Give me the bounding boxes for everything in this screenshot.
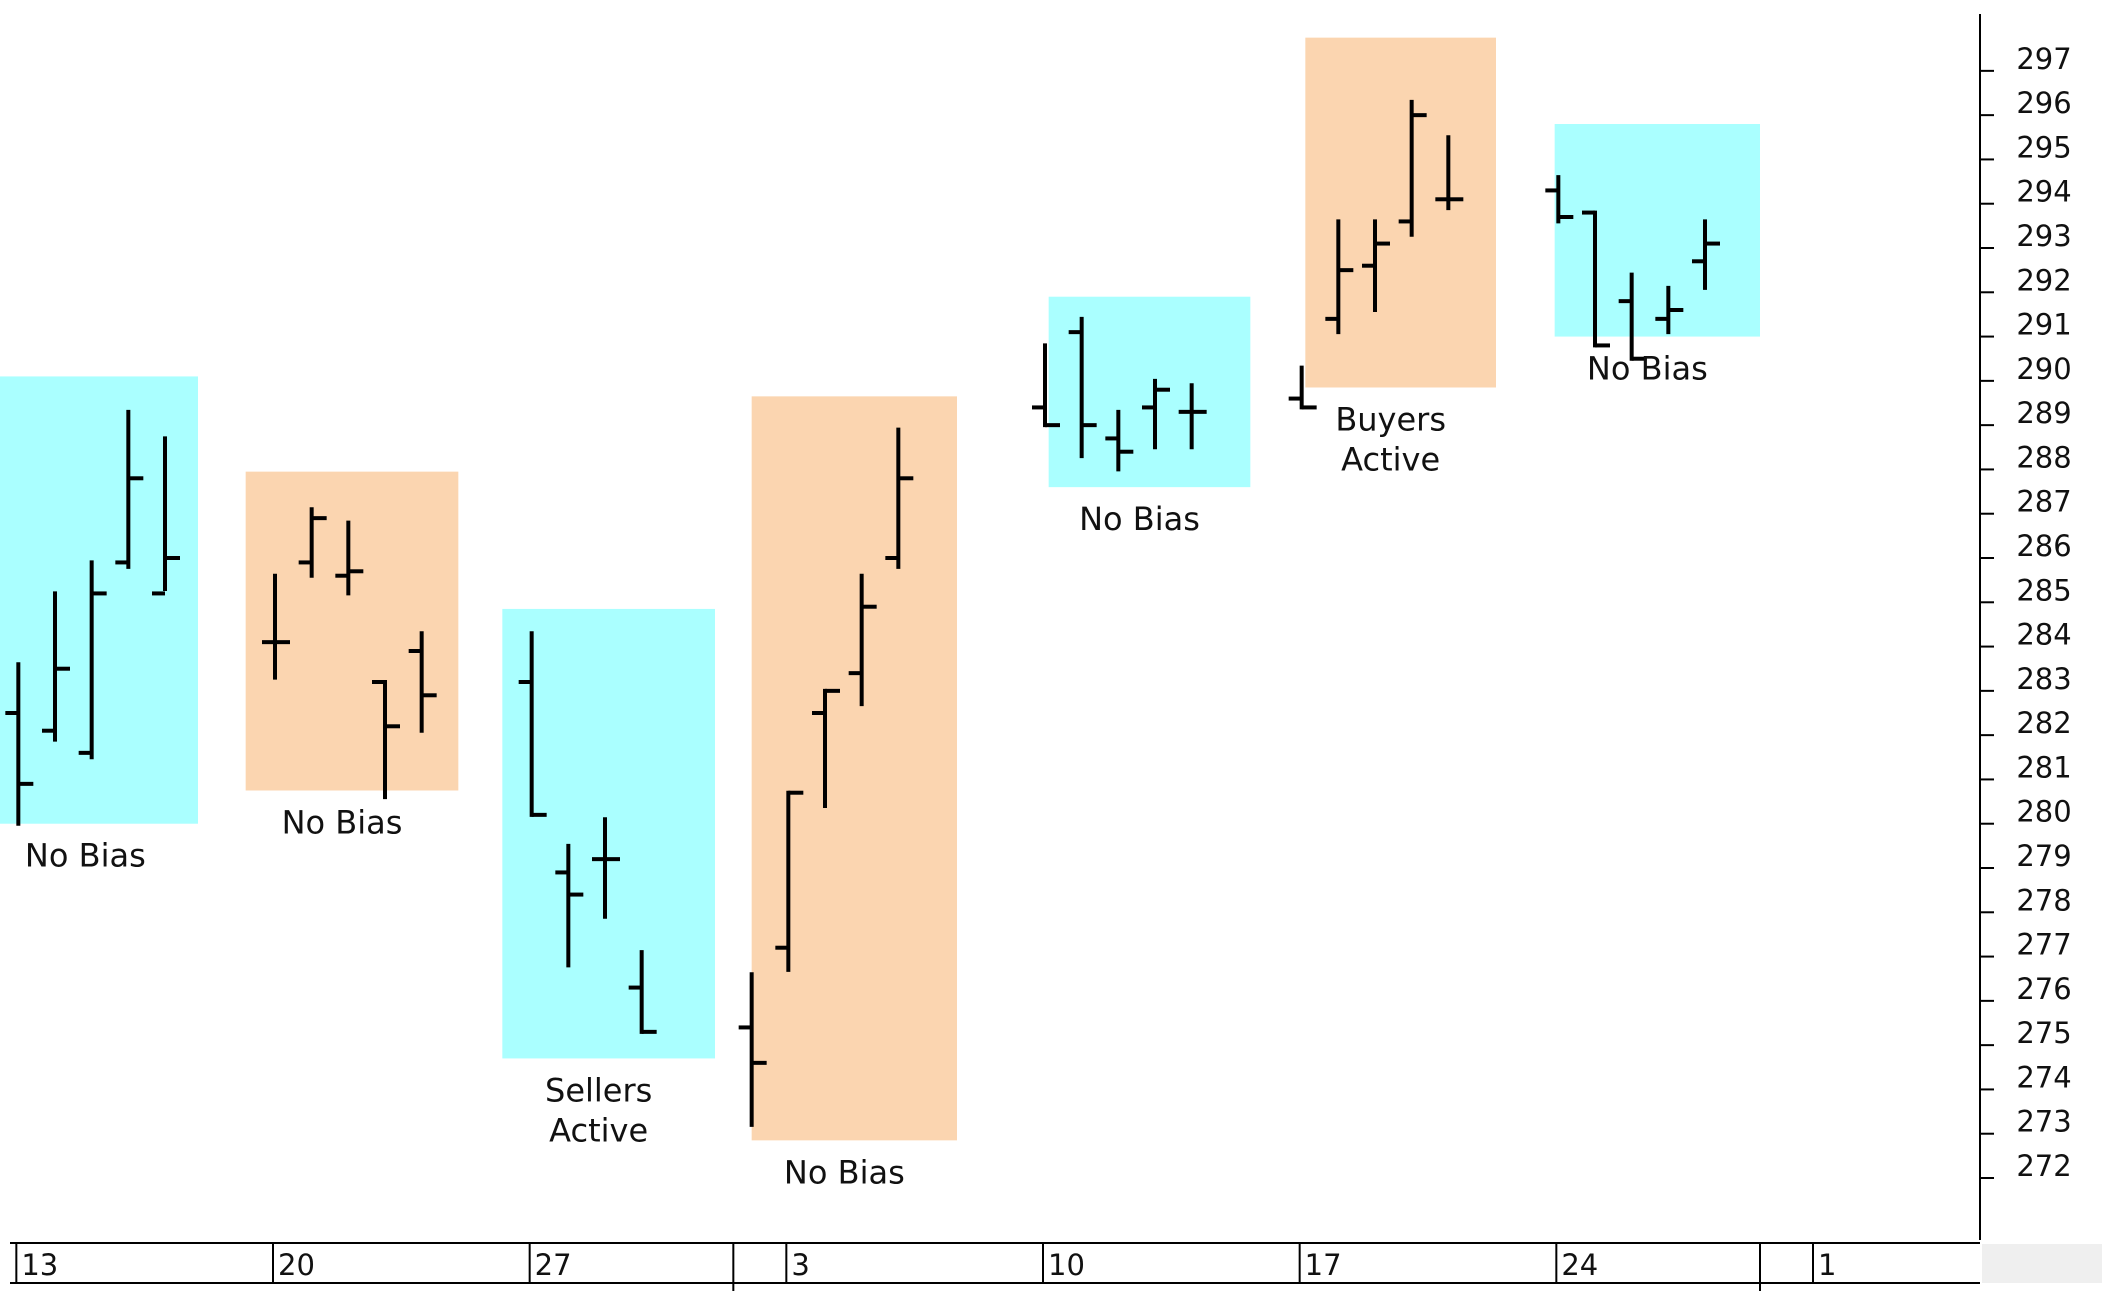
y-tick-label: 290 [2016,352,2071,386]
ohlc-bar [1435,135,1464,211]
y-tick-label: 273 [2016,1105,2071,1139]
ohlc-bar [298,507,327,578]
zone-box-4 [1048,296,1251,488]
zones-layer [0,37,1760,1141]
y-tick-label: 279 [2016,839,2071,873]
ohlc-bar [262,573,290,680]
y-tick-label: 289 [2016,396,2071,430]
ohlc-bar [1545,175,1574,224]
y-tick-label: 294 [2016,175,2071,209]
ohlc-bar [1068,316,1097,459]
zone-label-line: No Bias [784,1153,905,1191]
zone-label-3: No Bias [784,1153,905,1191]
ohlc-bar [1105,409,1134,472]
ohlc-bar [738,972,767,1127]
y-tick-label: 272 [2016,1149,2071,1183]
y-tick-label: 278 [2016,883,2071,917]
y-tick-label: 274 [2016,1060,2071,1094]
y-tick-label: 283 [2016,662,2071,696]
y-tick-label: 288 [2016,440,2071,474]
y-tick-label: 291 [2016,308,2071,342]
ohlc-bar [885,427,914,569]
zone-box-3 [751,396,957,1141]
ohlc-bar [115,409,144,569]
zone-box-1 [245,471,459,791]
y-tick-label: 293 [2016,219,2071,253]
ohlc-bar [1655,285,1684,335]
y-tick-label: 287 [2016,485,2071,519]
ohlc-bar [775,790,804,972]
ohlc-bar [78,560,107,760]
x-tick-label: 3 [791,1248,809,1282]
zone-box-0 [0,376,198,824]
y-tick-label: 275 [2016,1016,2071,1050]
zone-box-2 [502,608,715,1059]
zone-label-2: Sellers Active [545,1071,652,1149]
zone-label-line: Buyers [1335,401,1446,439]
x-tick-label: 10 [1048,1248,1085,1282]
ohlc-bar [1178,383,1207,450]
ohlc-bar [1142,378,1170,450]
zone-label-line: Active [1341,441,1440,479]
ohlc-bar [1582,210,1610,348]
y-tick-label: 292 [2016,263,2071,297]
ohlc-bar [408,631,437,733]
ohlc-bar [812,688,840,808]
y-tick-label: 282 [2016,706,2071,740]
y-tick-label: 295 [2016,130,2071,164]
ohlc-bar [1032,343,1060,428]
x-axis: 13 20 27 3 10 17 24 1 [10,1242,2102,1291]
zone-label-1: No Bias [282,804,403,842]
x-tick-label: 13 [21,1248,58,1282]
ohlc-bar [592,817,620,919]
x-tick-label: 20 [278,1248,315,1282]
ohlc-bar [335,520,364,596]
ohlc-bar [555,843,584,968]
zone-label-4: No Bias [1079,500,1200,538]
ohlc-bar [1618,272,1647,361]
zone-box-5 [1305,37,1496,388]
y-tick-label: 285 [2016,573,2071,607]
zone-label-line: No Bias [25,837,146,875]
ohlc-bar [372,680,400,800]
x-tick-label: 24 [1561,1248,1598,1282]
ohlc-bar [1362,219,1390,312]
zone-box-6 [1554,124,1760,337]
ohlc-bar [848,573,877,707]
ohlc-bar [1325,219,1354,335]
ohlc-bar [1692,219,1720,290]
zone-label-line: Sellers [545,1071,652,1109]
ohlc-bar [5,662,34,826]
y-tick-label: 284 [2016,618,2071,652]
ohlc-bar [42,591,70,742]
zone-label-0: No Bias [25,837,146,875]
ohlc-bar [1398,99,1427,237]
bars-layer [5,99,1720,1127]
ohlc-bar [152,436,180,596]
zone-label-5: Buyers Active [1335,401,1446,479]
x-tick-label: 27 [535,1248,572,1282]
y-axis: 272 273 274 275 276 277 278 279 280 281 282 283 284 2… [1979,14,2072,1240]
ohlc-bar [1288,365,1317,410]
y-tick-label: 276 [2016,972,2071,1006]
y-tick-label: 277 [2016,928,2071,962]
ohlc-bar [628,950,657,1034]
ohlc-bar [518,631,547,817]
y-tick-label: 281 [2016,750,2071,784]
y-tick-label: 296 [2016,86,2071,120]
zone-label-line: No Bias [1587,350,1708,388]
y-tick-label: 297 [2016,42,2071,76]
zone-label-line: No Bias [282,804,403,842]
zone-label-line: Active [549,1111,648,1149]
axis-corner-box [1982,1244,2102,1283]
y-tick-label: 280 [2016,795,2071,829]
x-tick-label: 17 [1305,1248,1342,1282]
zone-label-6: No Bias [1587,350,1708,388]
zone-label-line: No Bias [1079,500,1200,538]
y-tick-label: 286 [2016,529,2071,563]
x-tick-label: 1 [1818,1248,1836,1282]
